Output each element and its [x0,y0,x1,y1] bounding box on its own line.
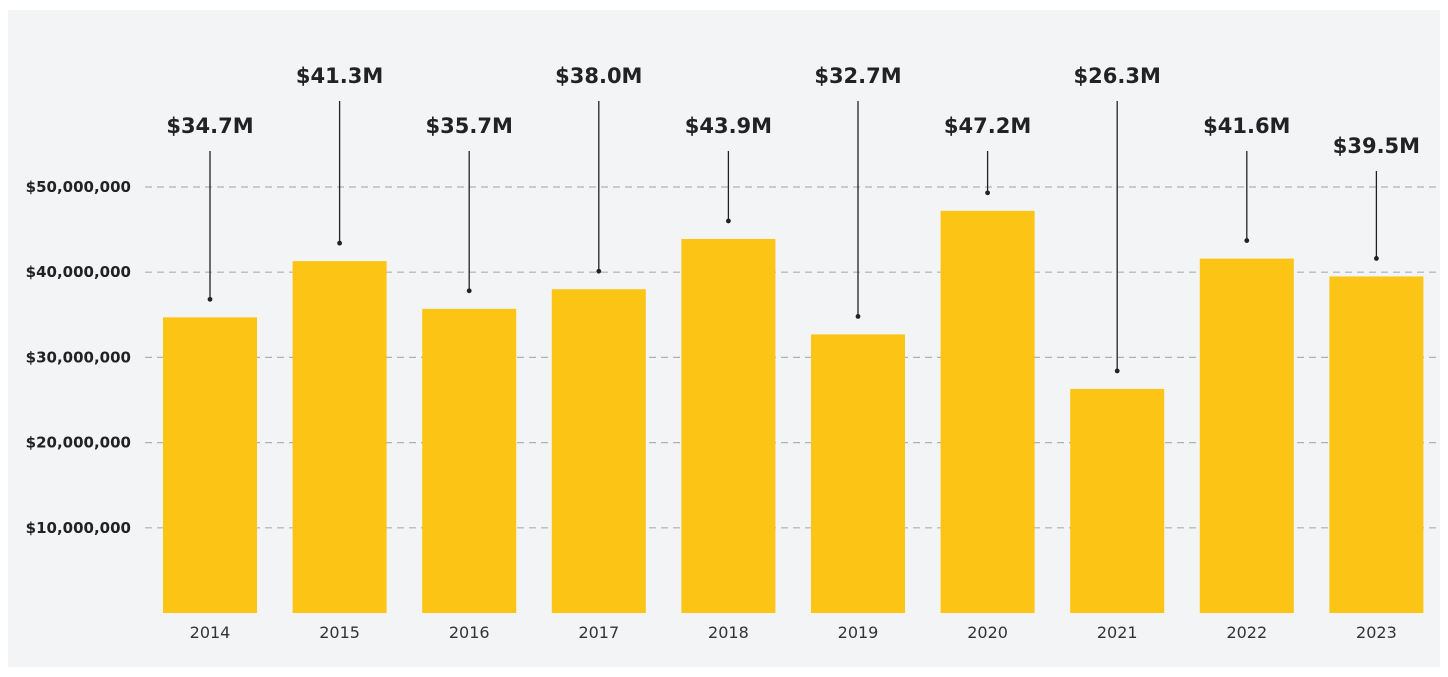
data-label: $35.7M [426,114,513,138]
data-label: $43.9M [685,114,772,138]
leader-dot [207,296,213,302]
data-label: $39.5M [1333,134,1420,158]
x-tick-label: 2017 [578,623,619,642]
leader-dot [1114,368,1120,374]
y-tick-label: $50,000,000 [26,178,131,196]
data-label: $47.2M [944,114,1031,138]
x-tick-label: 2018 [708,623,749,642]
y-tick-label: $20,000,000 [26,434,131,452]
data-label: $26.3M [1074,64,1161,88]
bar [681,238,776,614]
data-label: $32.7M [814,64,901,88]
x-tick-label: 2016 [449,623,490,642]
y-tick-label: $30,000,000 [26,348,131,366]
x-tick-label: 2014 [190,623,231,642]
bar [422,308,517,613]
bar [811,334,905,613]
leader-dot [985,190,990,196]
data-label: $34.7M [166,114,253,138]
x-tick-label: 2022 [1226,623,1267,642]
x-tick-label: 2021 [1097,623,1138,642]
data-label: $41.6M [1203,114,1290,138]
bar [940,210,1035,613]
data-label: $38.0M [555,64,642,88]
bar [1070,388,1165,613]
bar [1199,258,1294,613]
bar [292,261,387,613]
leader-dot [726,218,731,224]
data-label: $41.3M [296,64,383,88]
leader-dot [596,268,602,274]
x-tick-label: 2023 [1356,623,1397,642]
leader-dot [466,288,472,294]
leader-dot [1244,238,1250,243]
x-tick-label: 2015 [319,623,360,642]
x-tick-label: 2019 [838,623,879,642]
x-tick-label: 2020 [967,623,1008,642]
bar [163,317,257,613]
leader-dot [337,240,342,246]
bar [1329,276,1424,613]
y-tick-label: $40,000,000 [26,263,131,281]
y-tick-label: $10,000,000 [26,519,131,537]
bar [551,289,646,613]
leader-dot [855,313,861,319]
leader-dot [1374,256,1379,261]
